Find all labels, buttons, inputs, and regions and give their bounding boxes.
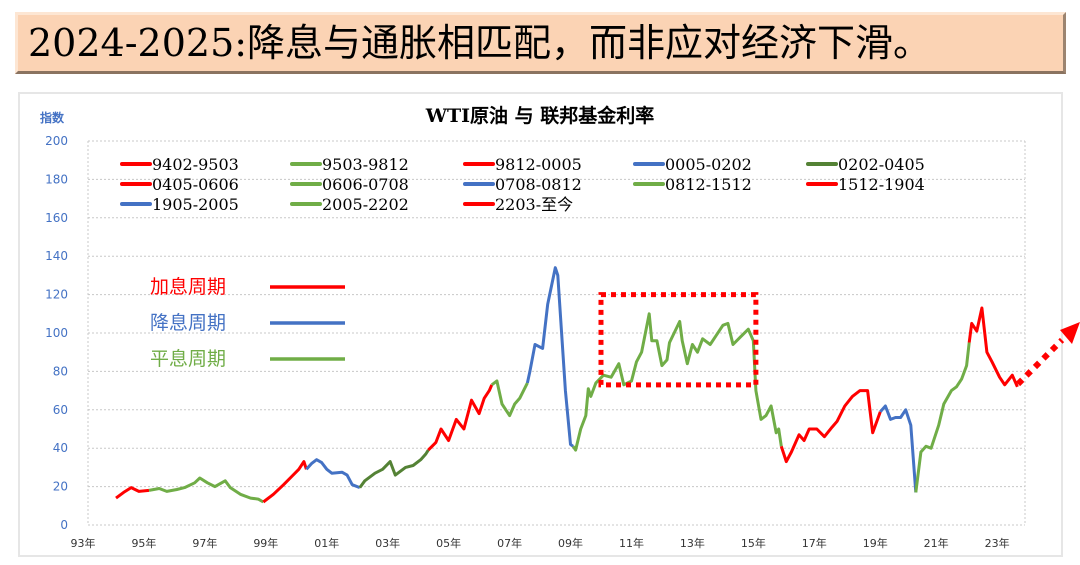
x-tick-label: 99年 [253, 536, 278, 550]
series-line-9503-9812 [148, 476, 265, 504]
x-tick-label: 01年 [314, 536, 339, 550]
y-tick-label: 160 [45, 211, 68, 225]
trend-arrow-shaft [1015, 337, 1065, 387]
y-tick-label: 100 [45, 326, 68, 340]
legend-label: 1512-1904 [838, 175, 925, 194]
legend-label: 0708-0812 [495, 175, 582, 194]
legend-label: 2203-至今 [495, 195, 573, 214]
series-line-2005-2202 [914, 342, 971, 493]
legend-label: 2005-2202 [322, 195, 409, 214]
x-tick-label: 13年 [680, 536, 705, 550]
y-tick-label: 200 [45, 134, 68, 148]
y-tick-label: 60 [53, 403, 68, 417]
legend-label: 0405-0606 [152, 175, 239, 194]
legend-label: 9402-9503 [152, 155, 239, 174]
series-line-0005-0202 [305, 458, 361, 490]
x-tick-label: 05年 [436, 536, 461, 550]
x-tick-label: 15年 [741, 536, 766, 550]
series-line-0405-0606 [427, 384, 494, 452]
cycle-legend-label: 降息周期 [150, 312, 226, 334]
x-tick-label: 23年 [985, 536, 1010, 550]
series-line-0202-0405 [358, 449, 430, 489]
x-tick-label: 21年 [924, 536, 949, 550]
x-tick-label: 93年 [71, 536, 96, 550]
chart-panel [18, 92, 1063, 557]
series-line-1905-2005 [879, 404, 918, 493]
y-tick-label: 0 [60, 518, 68, 532]
legend-label: 9503-9812 [322, 155, 409, 174]
x-tick-label: 97年 [192, 536, 217, 550]
x-tick-label: 19年 [863, 536, 888, 550]
y-tick-label: 140 [45, 249, 68, 263]
y-tick-label: 180 [45, 172, 68, 186]
highlight-box [598, 292, 759, 388]
series-line-0708-0812 [525, 266, 574, 448]
legend-label: 1905-2005 [152, 195, 239, 214]
series-line-2203-至今 [967, 306, 1019, 388]
cycle-legend-label: 加息周期 [150, 276, 226, 298]
x-tick-label: 03年 [375, 536, 400, 550]
legend-label: 0202-0405 [838, 155, 925, 174]
trend-arrow-head [1060, 322, 1080, 344]
x-tick-label: 11年 [619, 536, 644, 550]
series-line-9812-0005 [262, 460, 308, 504]
page-title: 2024-2025:降息与通胀相匹配，而非应对经济下滑。 [15, 12, 1066, 74]
series-line-0812-1512 [571, 312, 783, 452]
legend-label: 0812-1512 [665, 175, 752, 194]
series-line-9402-9503 [115, 486, 150, 500]
y-tick-label: 20 [53, 480, 68, 494]
x-tick-label: 95年 [131, 536, 156, 550]
y-tick-label: 120 [45, 288, 68, 302]
series-line-1512-1904 [779, 389, 882, 464]
x-tick-label: 09年 [558, 536, 583, 550]
cycle-legend-label: 平息周期 [150, 348, 226, 370]
legend-label: 0005-0202 [665, 155, 752, 174]
series-line-0606-0708 [490, 379, 529, 418]
x-tick-label: 17年 [802, 536, 827, 550]
legend-label: 0606-0708 [322, 175, 409, 194]
y-tick-label: 80 [53, 364, 68, 378]
y-axis-label: 指数 [40, 110, 65, 125]
x-tick-label: 07年 [497, 536, 522, 550]
y-tick-label: 40 [53, 441, 68, 455]
legend-label: 9812-0005 [495, 155, 582, 174]
chart-title: WTI原油 与 联邦基金利率 [425, 104, 655, 127]
